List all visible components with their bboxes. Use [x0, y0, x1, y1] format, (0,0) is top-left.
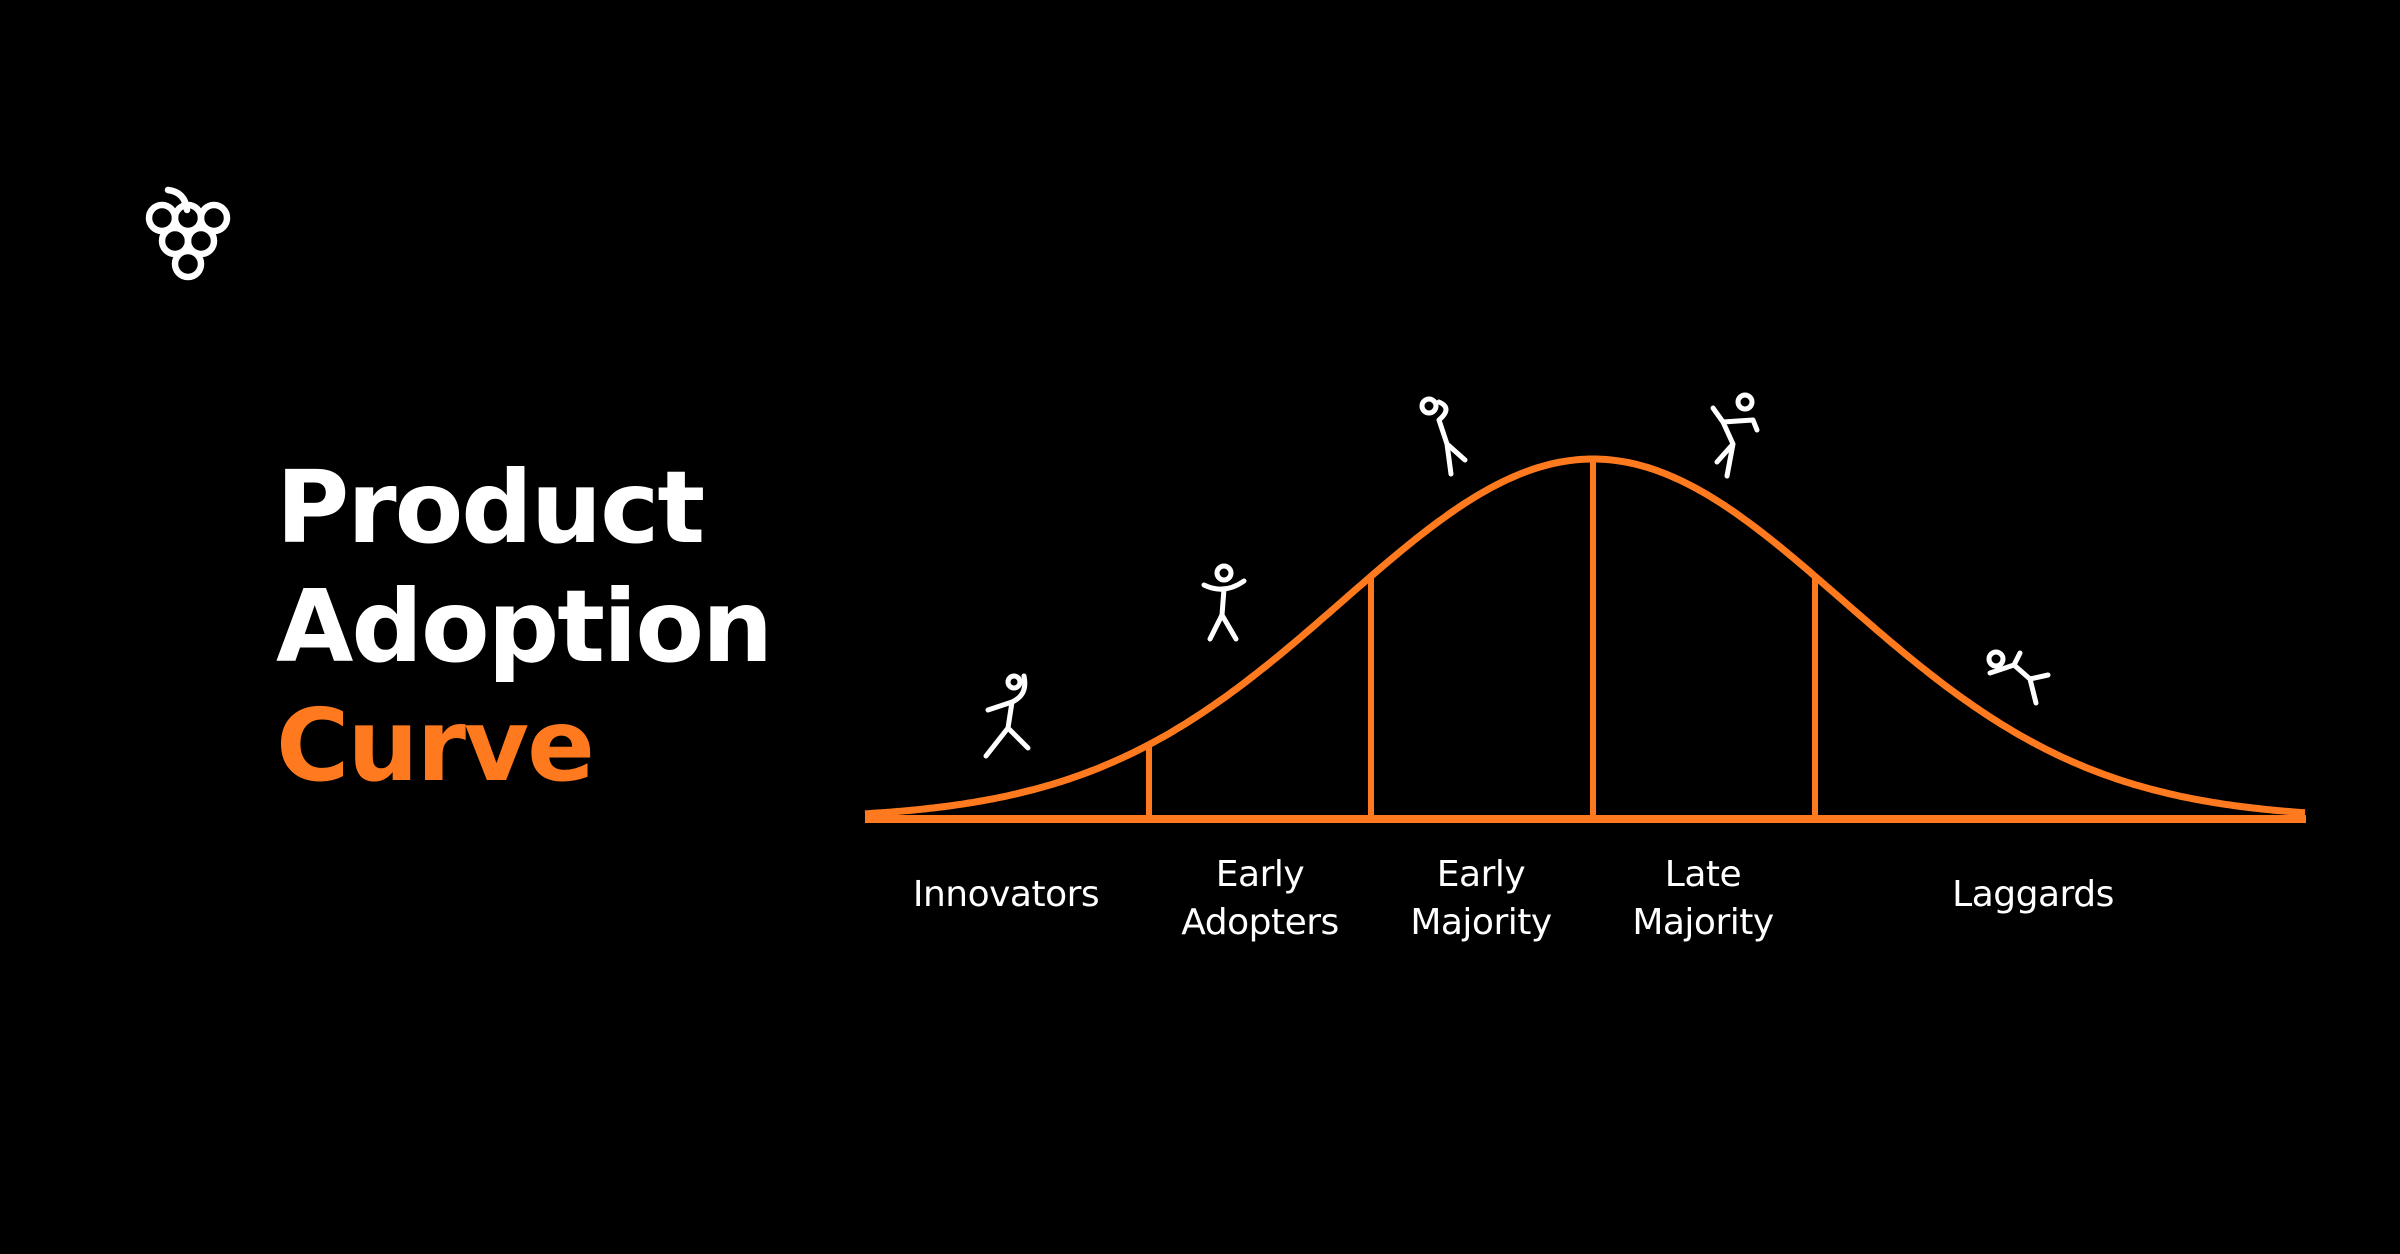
throwing-person-icon	[1710, 392, 1760, 479]
title-line-1: Product	[276, 449, 705, 566]
swimming-person-icon	[1986, 649, 2051, 706]
label-line: Innovators	[912, 874, 1100, 915]
title-line-3: Curve	[276, 687, 595, 804]
label-line: Late	[1664, 854, 1742, 895]
jumping-person-icon	[1201, 563, 1247, 642]
segment-label-laggards: Laggards	[1952, 871, 2114, 919]
bell-curve	[864, 455, 2306, 818]
segment-label-innovators: Innovators	[912, 871, 1100, 919]
segment-label-early-majority: Early Majority	[1410, 851, 1552, 947]
label-line: Laggards	[1952, 874, 2114, 915]
label-line: Early	[1215, 854, 1305, 895]
label-line: Adopters	[1181, 902, 1339, 943]
page-title: Product Adoption Curve	[276, 448, 773, 805]
volleyball-person-icon	[1419, 396, 1468, 477]
segment-label-late-majority: Late Majority	[1632, 851, 1774, 947]
grapes-icon	[145, 186, 231, 281]
label-line: Early	[1436, 854, 1526, 895]
label-line: Majority	[1410, 902, 1552, 943]
title-line-2: Adoption	[276, 568, 773, 685]
running-person-icon	[983, 673, 1031, 759]
segment-label-early-adopters: Early Adopters	[1181, 851, 1339, 947]
label-line: Majority	[1632, 902, 1774, 943]
